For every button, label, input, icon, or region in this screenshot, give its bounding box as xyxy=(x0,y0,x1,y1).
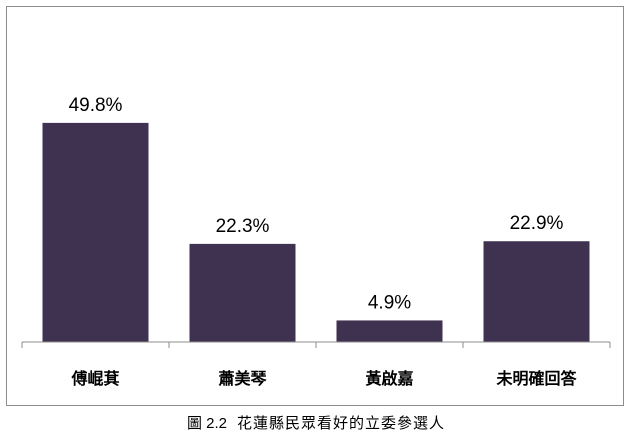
bar-4 xyxy=(483,241,590,342)
bar-1 xyxy=(42,122,149,342)
data-labels-group: 49.8% 22.3% 4.9% 22.9% xyxy=(69,95,564,314)
figure-title: 花蓮縣民眾看好的立委參選人 xyxy=(237,414,446,432)
data-label-3: 4.9% xyxy=(368,292,411,313)
category-label-3: 黃啟嘉 xyxy=(364,369,413,388)
data-label-1: 49.8% xyxy=(69,95,123,116)
bar-2 xyxy=(189,243,296,342)
bars-group xyxy=(42,122,590,342)
category-label-1: 傅崐萁 xyxy=(70,369,119,388)
data-label-2: 22.3% xyxy=(216,216,270,237)
x-axis-ticks xyxy=(21,342,611,348)
category-labels-group: 傅崐萁 蕭美琴 黃啟嘉 未明確回答 xyxy=(70,369,577,388)
category-label-4: 未明確回答 xyxy=(495,369,577,388)
data-label-4: 22.9% xyxy=(510,213,564,234)
figure-caption: 圖 2.2 花蓮縣民眾看好的立委參選人 xyxy=(0,412,632,433)
bar-3 xyxy=(336,320,443,342)
figure-number: 圖 2.2 xyxy=(186,415,227,432)
category-label-2: 蕭美琴 xyxy=(218,369,267,388)
